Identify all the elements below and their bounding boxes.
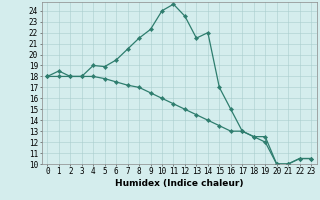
X-axis label: Humidex (Indice chaleur): Humidex (Indice chaleur) [115, 179, 244, 188]
